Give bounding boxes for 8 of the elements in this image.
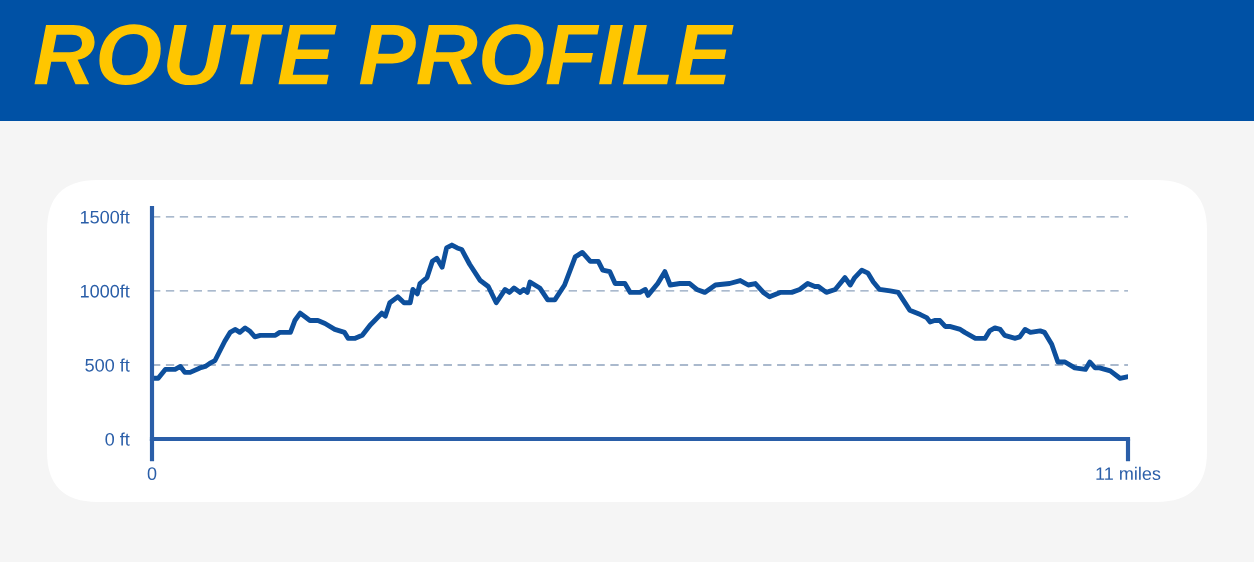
y-tick-label: 0 ft [105,432,130,446]
x-tick-label: 11 miles [1096,466,1161,481]
y-tick-label: 1500ft [80,210,130,224]
y-tick-label: 1000ft [80,284,130,298]
chart-title: ROUTE PROFILE [34,24,734,86]
x-tick-label: 0 [147,467,157,481]
y-tick-label: 500 ft [85,358,130,372]
line-series [152,242,1128,381]
